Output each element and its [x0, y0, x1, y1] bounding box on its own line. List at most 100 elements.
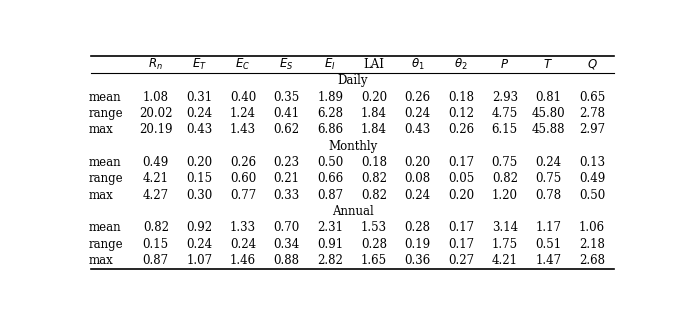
Text: 0.43: 0.43: [186, 123, 213, 136]
Text: 0.24: 0.24: [186, 107, 213, 120]
Text: 0.43: 0.43: [405, 123, 431, 136]
Text: 0.50: 0.50: [579, 189, 605, 202]
Text: 4.21: 4.21: [143, 172, 169, 185]
Text: 0.19: 0.19: [405, 238, 431, 251]
Text: 0.75: 0.75: [535, 172, 561, 185]
Text: 0.75: 0.75: [492, 156, 518, 169]
Text: 0.13: 0.13: [579, 156, 605, 169]
Text: 0.82: 0.82: [361, 189, 387, 202]
Text: 0.40: 0.40: [230, 91, 256, 104]
Text: 0.24: 0.24: [230, 238, 256, 251]
Text: 0.88: 0.88: [274, 254, 300, 267]
Text: 4.21: 4.21: [492, 254, 518, 267]
Text: 0.24: 0.24: [186, 238, 213, 251]
Text: 0.18: 0.18: [448, 91, 474, 104]
Text: 0.77: 0.77: [230, 189, 256, 202]
Text: 0.34: 0.34: [274, 238, 300, 251]
Text: 20.19: 20.19: [139, 123, 173, 136]
Text: 0.87: 0.87: [142, 254, 169, 267]
Text: 0.26: 0.26: [448, 123, 474, 136]
Text: 0.49: 0.49: [142, 156, 169, 169]
Text: range: range: [89, 172, 123, 185]
Text: 1.08: 1.08: [143, 91, 169, 104]
Text: 45.88: 45.88: [532, 123, 565, 136]
Text: 0.18: 0.18: [361, 156, 387, 169]
Text: 0.28: 0.28: [405, 221, 431, 234]
Text: 1.65: 1.65: [361, 254, 387, 267]
Text: $Q$: $Q$: [587, 57, 597, 72]
Text: 0.91: 0.91: [317, 238, 343, 251]
Text: 1.53: 1.53: [361, 221, 387, 234]
Text: 1.33: 1.33: [230, 221, 256, 234]
Text: 2.93: 2.93: [492, 91, 518, 104]
Text: 0.05: 0.05: [448, 172, 474, 185]
Text: 1.20: 1.20: [492, 189, 518, 202]
Text: 1.84: 1.84: [361, 123, 387, 136]
Text: 4.27: 4.27: [142, 189, 169, 202]
Text: 6.86: 6.86: [317, 123, 343, 136]
Text: 20.02: 20.02: [139, 107, 173, 120]
Text: 1.84: 1.84: [361, 107, 387, 120]
Text: 0.51: 0.51: [535, 238, 561, 251]
Text: 0.31: 0.31: [186, 91, 213, 104]
Text: $\theta_1$: $\theta_1$: [411, 57, 424, 72]
Text: max: max: [89, 189, 114, 202]
Text: 2.78: 2.78: [579, 107, 605, 120]
Text: 0.49: 0.49: [579, 172, 605, 185]
Text: 0.33: 0.33: [274, 189, 300, 202]
Text: max: max: [89, 254, 114, 267]
Text: 0.82: 0.82: [143, 221, 169, 234]
Text: 2.68: 2.68: [579, 254, 605, 267]
Text: mean: mean: [89, 91, 121, 104]
Text: 0.78: 0.78: [535, 189, 561, 202]
Text: 1.43: 1.43: [230, 123, 256, 136]
Text: max: max: [89, 123, 114, 136]
Text: 1.07: 1.07: [186, 254, 213, 267]
Text: 0.24: 0.24: [535, 156, 561, 169]
Text: 1.46: 1.46: [230, 254, 256, 267]
Text: 0.28: 0.28: [361, 238, 387, 251]
Text: 0.20: 0.20: [361, 91, 387, 104]
Text: 0.60: 0.60: [230, 172, 256, 185]
Text: 2.82: 2.82: [317, 254, 343, 267]
Text: 2.18: 2.18: [579, 238, 605, 251]
Text: $P$: $P$: [500, 58, 509, 71]
Text: $E_S$: $E_S$: [279, 57, 294, 72]
Text: 0.17: 0.17: [448, 238, 474, 251]
Text: 0.27: 0.27: [448, 254, 474, 267]
Text: 0.35: 0.35: [274, 91, 300, 104]
Text: 0.92: 0.92: [186, 221, 213, 234]
Text: 0.62: 0.62: [274, 123, 300, 136]
Text: 0.70: 0.70: [274, 221, 300, 234]
Text: mean: mean: [89, 221, 121, 234]
Text: 0.36: 0.36: [405, 254, 431, 267]
Text: 0.82: 0.82: [492, 172, 518, 185]
Text: 1.24: 1.24: [230, 107, 256, 120]
Text: 0.24: 0.24: [405, 107, 431, 120]
Text: 0.65: 0.65: [579, 91, 605, 104]
Text: 0.66: 0.66: [317, 172, 343, 185]
Text: range: range: [89, 107, 123, 120]
Text: 1.06: 1.06: [579, 221, 605, 234]
Text: 0.50: 0.50: [317, 156, 343, 169]
Text: Annual: Annual: [332, 205, 374, 218]
Text: 0.20: 0.20: [405, 156, 431, 169]
Text: 0.41: 0.41: [274, 107, 300, 120]
Text: 6.28: 6.28: [317, 107, 343, 120]
Text: $R_n$: $R_n$: [149, 57, 163, 72]
Text: 0.24: 0.24: [405, 189, 431, 202]
Text: $E_I$: $E_I$: [325, 57, 336, 72]
Text: 0.17: 0.17: [448, 221, 474, 234]
Text: LAI: LAI: [363, 58, 385, 71]
Text: $E_T$: $E_T$: [192, 57, 207, 72]
Text: 1.17: 1.17: [535, 221, 561, 234]
Text: $E_C$: $E_C$: [235, 57, 250, 72]
Text: 0.81: 0.81: [535, 91, 561, 104]
Text: 0.15: 0.15: [142, 238, 169, 251]
Text: 2.31: 2.31: [317, 221, 343, 234]
Text: mean: mean: [89, 156, 121, 169]
Text: 45.80: 45.80: [532, 107, 566, 120]
Text: 2.97: 2.97: [579, 123, 605, 136]
Text: $\theta_2$: $\theta_2$: [454, 57, 468, 72]
Text: 1.75: 1.75: [492, 238, 518, 251]
